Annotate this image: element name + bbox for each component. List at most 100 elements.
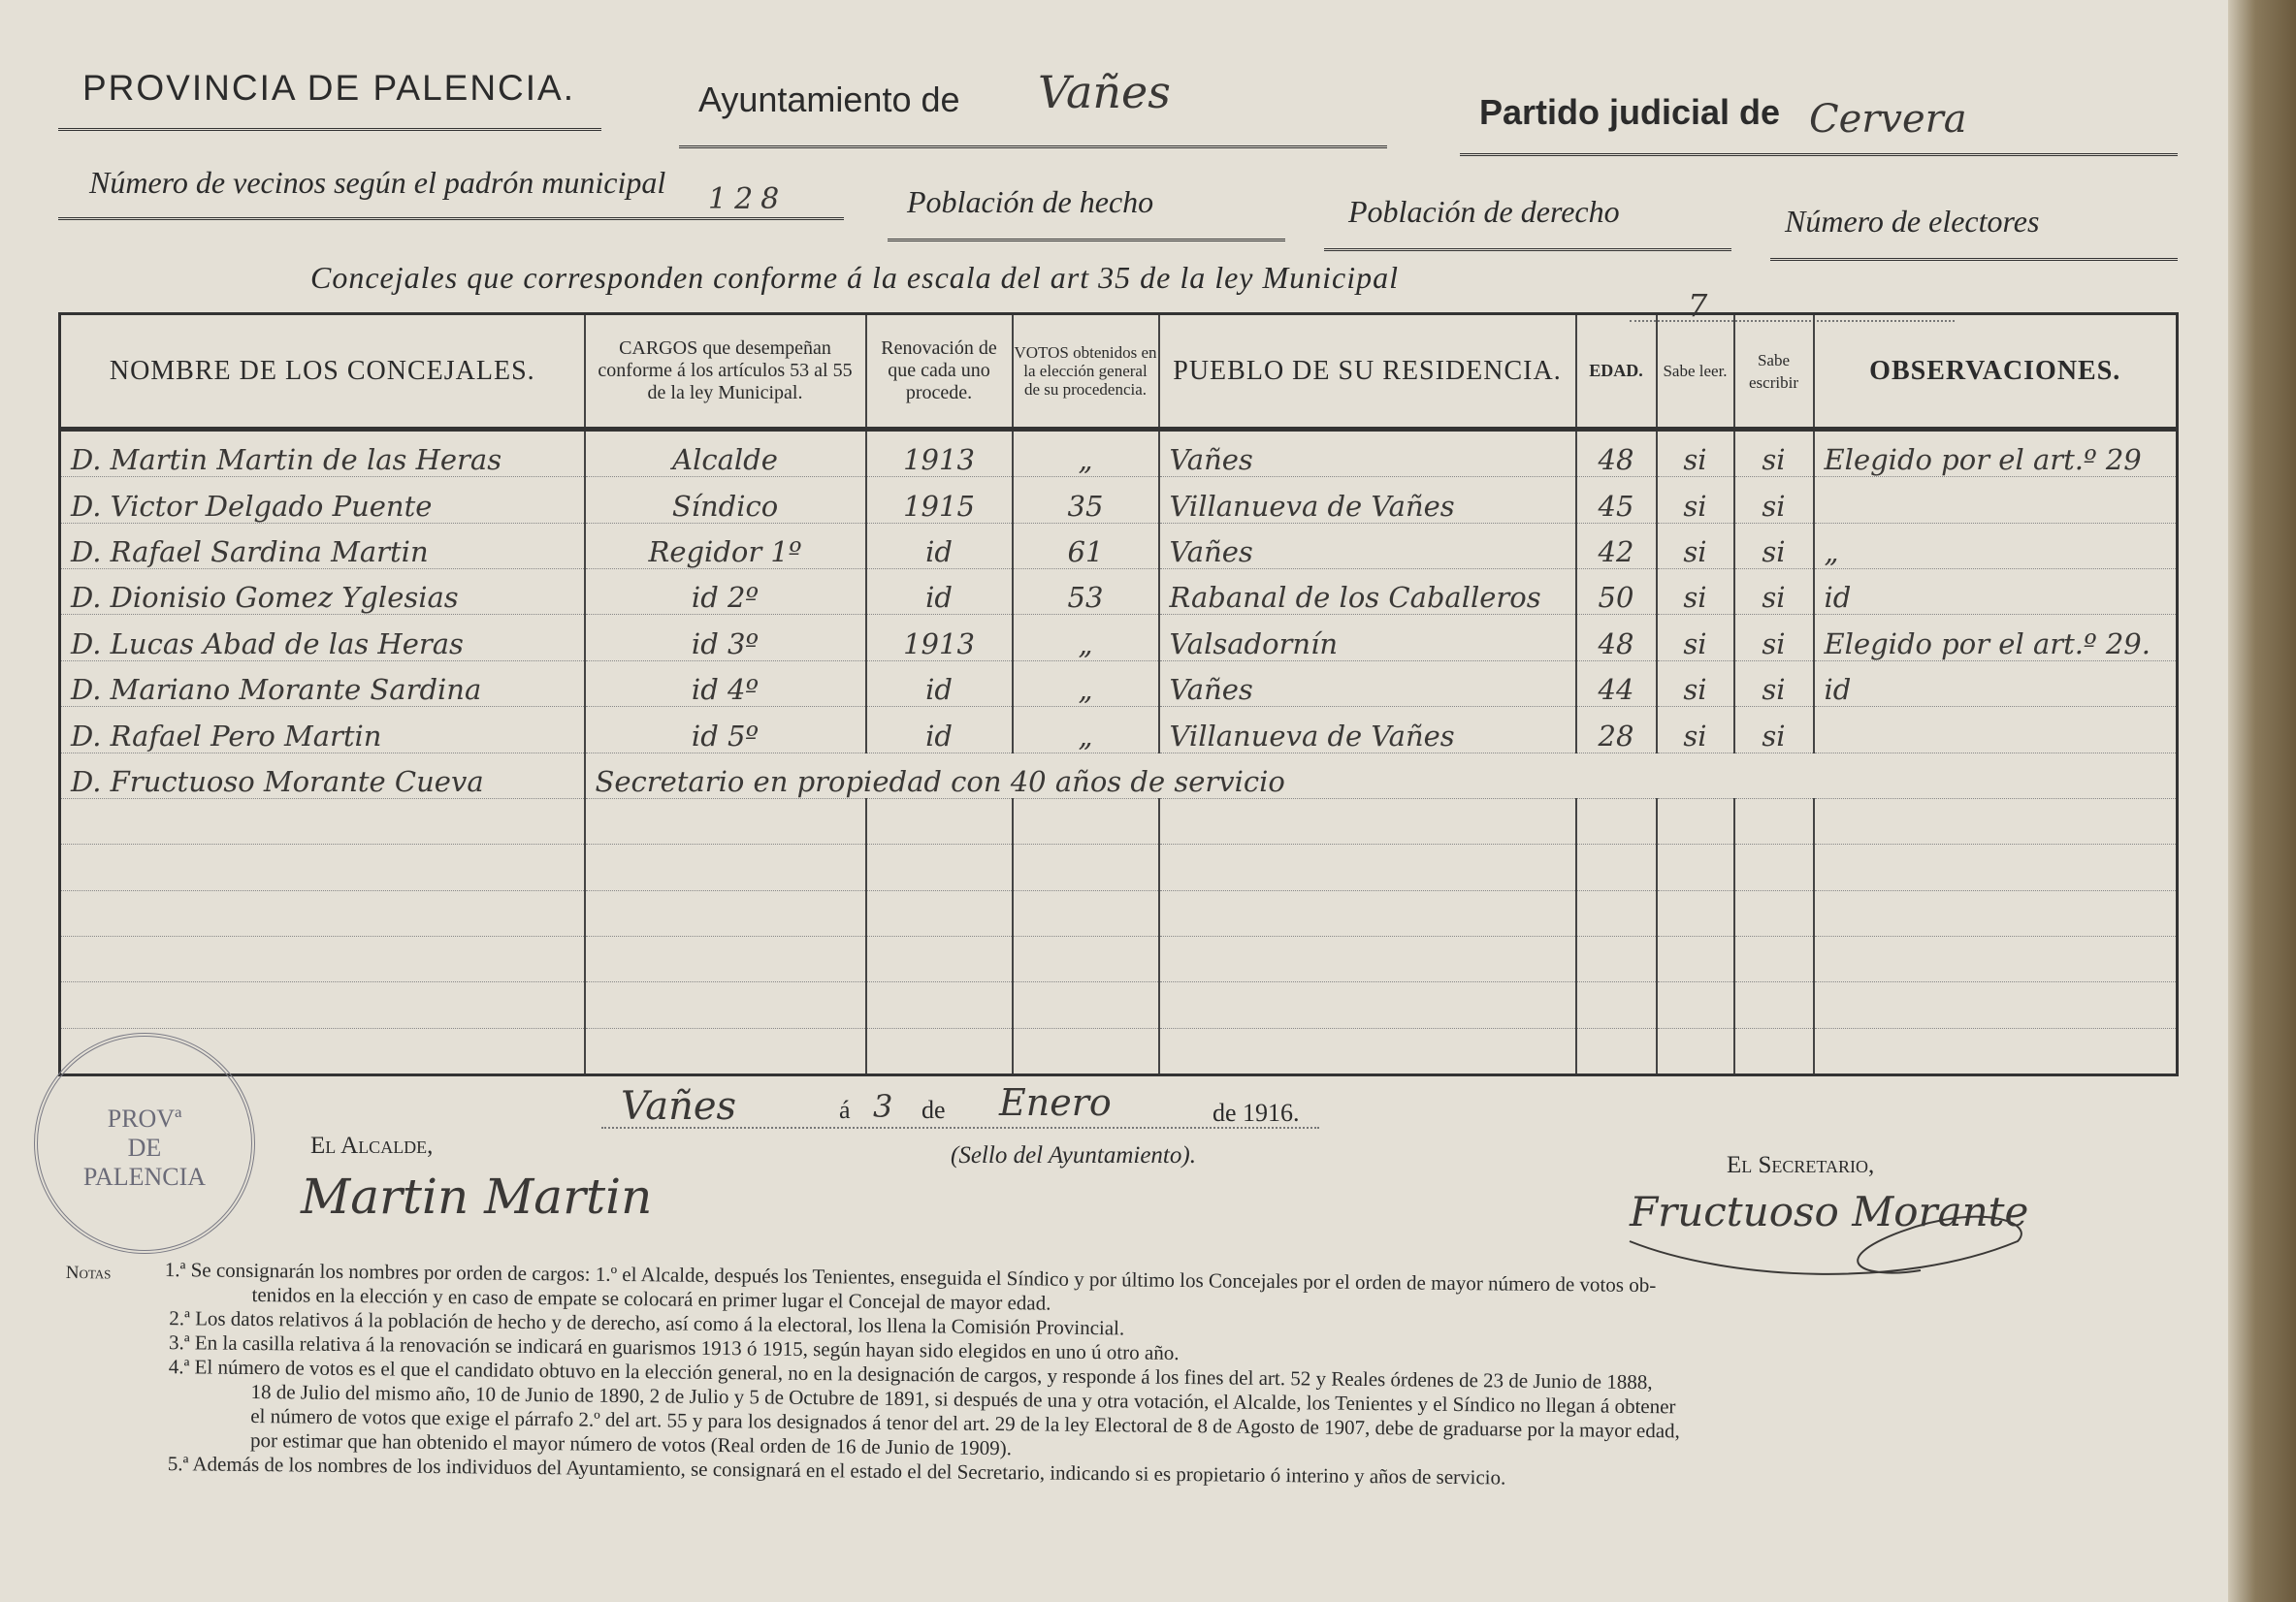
cell-sabe-leer [1655,890,1734,937]
cell-nombre: D. Lucas Abad de las Heras [58,614,585,661]
divider [1770,258,2178,261]
cell-cargo: Síndico [583,476,866,524]
cell-observaciones: Elegido por el art.º 29 [1812,429,2178,478]
cell-votos: 35 [1011,476,1159,524]
cell-renovacion [864,981,1013,1029]
cell-cargo [583,890,866,937]
table-row: D. Rafael Sardina Martin Regidor 1º id 61 Va… [58,523,2178,570]
cell-pueblo: Rabanal de los Caballeros [1157,568,1576,616]
cell-nombre: D. Fructuoso Morante Cueva [58,753,585,799]
divider [888,239,1285,241]
cell-sabe-leer: si [1655,614,1734,661]
cell-sabe-leer: si [1655,660,1734,708]
cell-cargo: id 3º [583,614,866,661]
cell-cargo: Regidor 1º [583,523,866,570]
header-renovacion: Renovación de que cada uno procede. [864,313,1013,432]
partido-label: Partido judicial de [1479,92,1781,132]
cell-sabe-escribir: si [1732,568,1814,616]
cell-sabe-leer: si [1655,429,1734,478]
cell-pueblo: Vañes [1157,429,1576,478]
cell-votos [1011,844,1159,891]
cell-edad: 28 [1574,706,1657,753]
cell-sabe-escribir: si [1732,614,1814,661]
cell-pueblo [1157,844,1576,891]
cell-votos [1011,1028,1159,1076]
cell-renovacion: 1913 [864,614,1013,661]
cell-pueblo: Valsadornín [1157,614,1576,661]
date-year: de 1916. [1213,1099,1300,1127]
notes-title: Notas [65,1262,112,1284]
date-day: 3 [873,1088,893,1125]
cell-edad: 44 [1574,660,1657,708]
table-row: D. Rafael Pero Martin id 5º id „ Villanueva … [58,706,2178,753]
cell-nombre: D. Rafael Sardina Martin [58,523,585,570]
cell-observaciones: id [1812,660,2178,708]
cell-observaciones [1812,476,2178,524]
cell-cargo: id 5º [583,706,866,753]
cell-votos: 61 [1011,523,1159,570]
cell-edad [1574,981,1657,1029]
cell-sabe-leer [1655,798,1734,846]
cell-pueblo [1157,936,1576,983]
concejales-label: Concejales que corresponden conforme á l… [310,260,1400,295]
cell-votos: „ [1011,660,1159,708]
cell-observaciones [1812,936,2178,983]
cell-sabe-escribir [1732,890,1814,937]
divider [1324,248,1731,251]
cell-edad: 50 [1574,568,1657,616]
cell-pueblo [1157,981,1576,1029]
cell-sabe-escribir [1732,936,1814,983]
cell-pueblo [1157,798,1576,846]
cell-votos [1011,798,1159,846]
cell-cargo: id 2º [583,568,866,616]
date-de: de [922,1096,946,1124]
cell-cargo [583,936,866,983]
cell-renovacion [864,936,1013,983]
cell-sabe-escribir: si [1732,660,1814,708]
cell-votos: „ [1011,706,1159,753]
cell-votos [1011,981,1159,1029]
poblacion-hecho-label: Población de hecho [907,184,1154,219]
header-edad: EDAD. [1574,313,1657,432]
cell-pueblo [1157,1028,1576,1076]
cell-observaciones [1812,1028,2178,1076]
ayuntamiento-label: Ayuntamiento de [698,80,960,119]
cell-edad [1574,798,1657,846]
cell-nombre: D. Mariano Morante Sardina [58,660,585,708]
cell-votos [1011,936,1159,983]
table-row: D. Mariano Morante Sardina id 4º id „ Vañes 4… [58,660,2178,708]
cell-renovacion [864,844,1013,891]
table-row [58,981,2178,1029]
header-votos: VOTOS obtenidos en la elección general d… [1011,313,1159,432]
table-row [58,936,2178,983]
table-row [58,844,2178,891]
cell-nombre [58,981,585,1029]
cell-cargo [583,844,866,891]
cell-observaciones [1812,890,2178,937]
header-sabe-escribir: Sabe escribir [1732,313,1814,432]
ayuntamiento-stamp: PROVª DE PALENCIA [34,1033,255,1254]
header-observaciones: OBSERVACIONES. [1812,313,2178,432]
table-row: D. Victor Delgado Puente Síndico 1915 35 Vil… [58,476,2178,524]
cell-renovacion [864,1028,1013,1076]
cell-observaciones [1812,706,2178,753]
cell-sabe-leer: si [1655,523,1734,570]
header-sabe-leer: Sabe leer. [1655,313,1734,432]
header-nombre: NOMBRE DE LOS CONCEJALES. [58,313,585,432]
cell-observaciones [1812,844,2178,891]
cell-nombre [58,798,585,846]
table-row [58,798,2178,846]
cell-sabe-escribir: si [1732,706,1814,753]
cell-sabe-escribir [1732,981,1814,1029]
cell-renovacion [864,798,1013,846]
cell-edad [1574,844,1657,891]
stamp-text: PROVª DE PALENCIA [82,1105,207,1191]
cell-renovacion: id [864,568,1013,616]
cell-votos [1011,890,1159,937]
cell-sabe-escribir [1732,798,1814,846]
cell-cargo [583,1028,866,1076]
notes-section: Notas 1.ª Se consignarán los nombres por… [66,1257,2173,1497]
dotted-line [601,1127,1319,1129]
cell-nombre [58,936,585,983]
cell-cargo: id 4º [583,660,866,708]
